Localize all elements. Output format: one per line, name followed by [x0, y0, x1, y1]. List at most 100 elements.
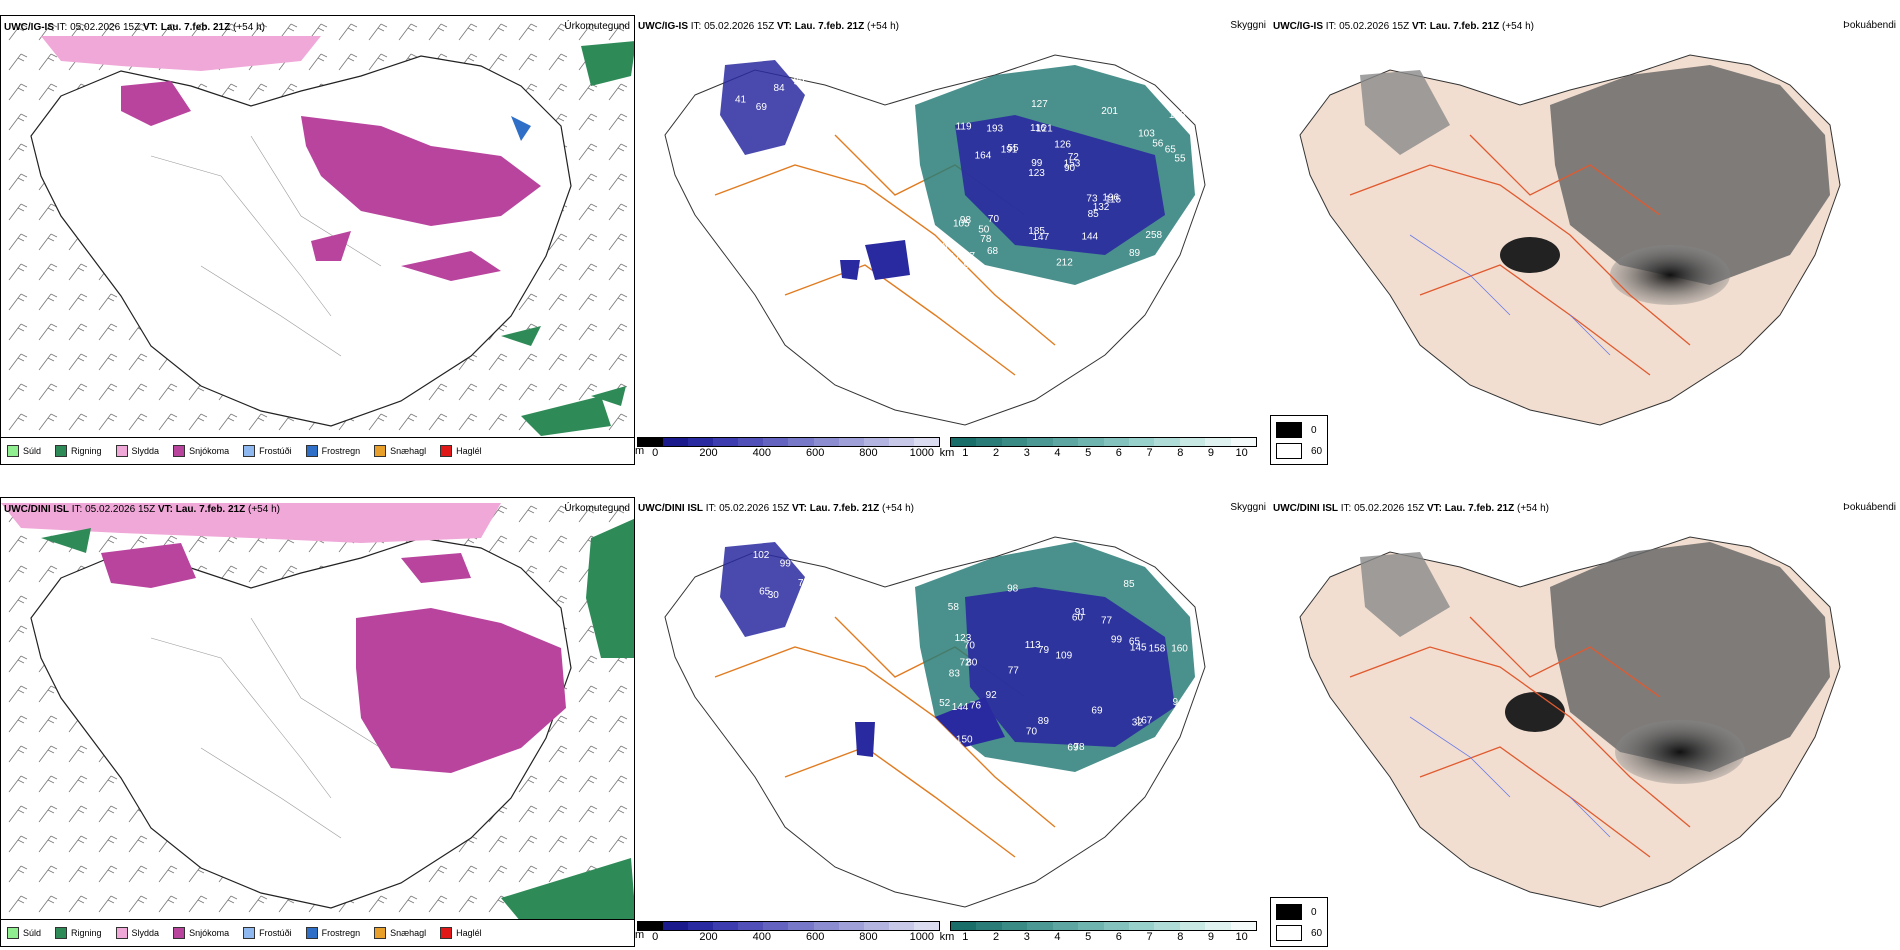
colorbar-tick-label: 4	[1054, 931, 1061, 943]
legend-item: Haglél	[440, 927, 482, 939]
visibility-value-label: 185	[1028, 226, 1045, 237]
fog-min-swatch	[1276, 904, 1302, 920]
legend-swatch	[115, 927, 128, 939]
visibility-unit: km	[939, 447, 955, 459]
visibility-value-label: 41	[735, 95, 747, 106]
visibility-value-label: 32	[1132, 718, 1144, 729]
fog-panel-top: UWC/IG-IS IT: 05.02.2026 15Z VT: Lau. 7.…	[1270, 15, 1900, 465]
colorbar-swatch	[1179, 922, 1206, 930]
visibility-value-label: 77	[1008, 665, 1020, 676]
visibility-value-label: 65	[1129, 636, 1141, 647]
visibility-value-label: 76	[970, 700, 982, 711]
height-unit: m	[635, 445, 645, 457]
visibility-title: Skyggni	[1230, 20, 1266, 31]
visibility-value-label: 109	[1056, 651, 1073, 662]
visibility-colorbar-swatches	[950, 921, 1257, 931]
legend-item: Rigning	[55, 927, 102, 939]
colorbar-tick-label: 600	[805, 931, 825, 943]
colorbar-swatch	[813, 438, 839, 446]
precip-legend: Súld Rigning Slydda Snjókoma Frostúði Fr…	[1, 437, 634, 464]
colorbar-tick-label: 2	[992, 931, 1000, 943]
legend-item: Súld	[7, 445, 41, 457]
colorbar-swatch	[1179, 438, 1206, 446]
fog-legend-max: 60	[1276, 443, 1322, 459]
fog-legend-max: 60	[1276, 925, 1322, 941]
colorbar-swatch	[838, 922, 864, 930]
colorbar-swatch	[663, 922, 689, 930]
legend-swatch	[305, 445, 318, 457]
visibility-value-label: 69	[756, 102, 768, 113]
legend-swatch	[55, 445, 68, 457]
visibility-value-label: 70	[964, 640, 976, 651]
colorbar-tick-label: 10	[1235, 931, 1248, 943]
visibility-value-label: 67	[942, 241, 954, 252]
panel-header: UWC/IG-IS IT: 05.02.2026 15Z VT: Lau. 7.…	[638, 21, 899, 32]
legend-item: Frostregn	[305, 927, 360, 939]
colorbar-tick-label: 800	[859, 447, 878, 459]
visibility-value-label: 127	[1031, 99, 1048, 110]
colorbar-swatch	[1001, 922, 1028, 930]
visibility-value-label: 69	[1067, 743, 1079, 754]
visibility-value-label: 65	[1165, 145, 1177, 156]
visibility-value-label: 201	[1101, 106, 1118, 117]
fog-legend-bottom: 0 60	[1270, 897, 1328, 947]
legend-item: Slydda	[115, 927, 159, 939]
snow-area	[301, 116, 541, 226]
visibility-value-label: 94	[1173, 697, 1185, 708]
visibility-value-label: 150	[956, 735, 973, 746]
rain-area	[586, 518, 634, 658]
fog-map	[1299, 536, 1841, 908]
rain-area	[521, 396, 611, 436]
visibility-value-label: 85	[1088, 209, 1100, 220]
visibility-value-label: 158	[1149, 644, 1166, 655]
colorbar-tick-label: 1	[962, 931, 969, 943]
visibility-value-label: 69	[1091, 705, 1103, 716]
visibility-value-label: 123	[1028, 168, 1045, 179]
visibility-value-label: 145	[1130, 643, 1147, 654]
visibility-value-label: 89	[1038, 716, 1050, 727]
colorbar-swatch	[863, 438, 889, 446]
visibility-value-label: 73	[1086, 194, 1098, 205]
visibility-value-label: 50	[978, 225, 990, 236]
visibility-value-label: 79	[1038, 645, 1050, 656]
colorbar-tick-label: 200	[699, 447, 718, 459]
colorbar-tick-label: 1	[962, 447, 969, 459]
fog-max-swatch	[1276, 925, 1302, 941]
visibility-value-label: 99	[793, 77, 805, 88]
visibility-value-label: 70	[1026, 726, 1038, 737]
visibility-value-label: 147	[1033, 232, 1050, 243]
visibility-unit: km	[939, 931, 955, 943]
colorbar-tick-label: 1000	[909, 931, 935, 943]
visibility-value-label: 77	[964, 251, 976, 262]
colorbar-swatch	[1154, 438, 1180, 446]
colorbar-swatch	[888, 438, 914, 446]
legend-item: Súld	[7, 927, 41, 939]
visibility-value-label: 70	[988, 214, 1000, 225]
colorbar-swatch	[1230, 438, 1257, 446]
visibility-colorbar: 1 2 3 4 5 6 7 8 9 10 km	[940, 437, 1257, 459]
fog-legend-top: 0 60	[1270, 415, 1328, 465]
colorbar-tick-label: 400	[752, 447, 772, 459]
colorbar-tick-label: 5	[1085, 931, 1092, 943]
legend-swatch	[115, 445, 128, 457]
visibility-value-label: 196	[1102, 192, 1119, 203]
height-colorbar: 0 200 400 600 800 1000 m	[635, 921, 940, 943]
visibility-value-label: 119	[956, 122, 972, 133]
visibility-value-label: 78	[1074, 742, 1086, 753]
visibility-value-label: 105	[953, 218, 970, 229]
legend-swatch	[7, 927, 19, 939]
visibility-value-label: 164	[975, 150, 992, 161]
fog-min-swatch	[1276, 422, 1302, 438]
legend-item: Snjókoma	[173, 445, 229, 457]
colorbar-tick-label: 6	[1115, 447, 1122, 459]
legend-swatch	[7, 445, 19, 457]
visibility-value-label: 92	[986, 690, 998, 701]
visibility-value-label: 117	[945, 252, 961, 263]
visibility-value-label: 193	[986, 124, 1003, 135]
visibility-value-label: 113	[1025, 640, 1041, 651]
fog-panel-bottom: UWC/DINI ISL IT: 05.02.2026 15Z VT: Lau.…	[1270, 497, 1900, 950]
visibility-value-label: 98	[960, 215, 972, 226]
colorbar-swatch	[688, 438, 714, 446]
colorbar-swatch	[838, 438, 864, 446]
visibility-value-label: 52	[939, 698, 951, 709]
